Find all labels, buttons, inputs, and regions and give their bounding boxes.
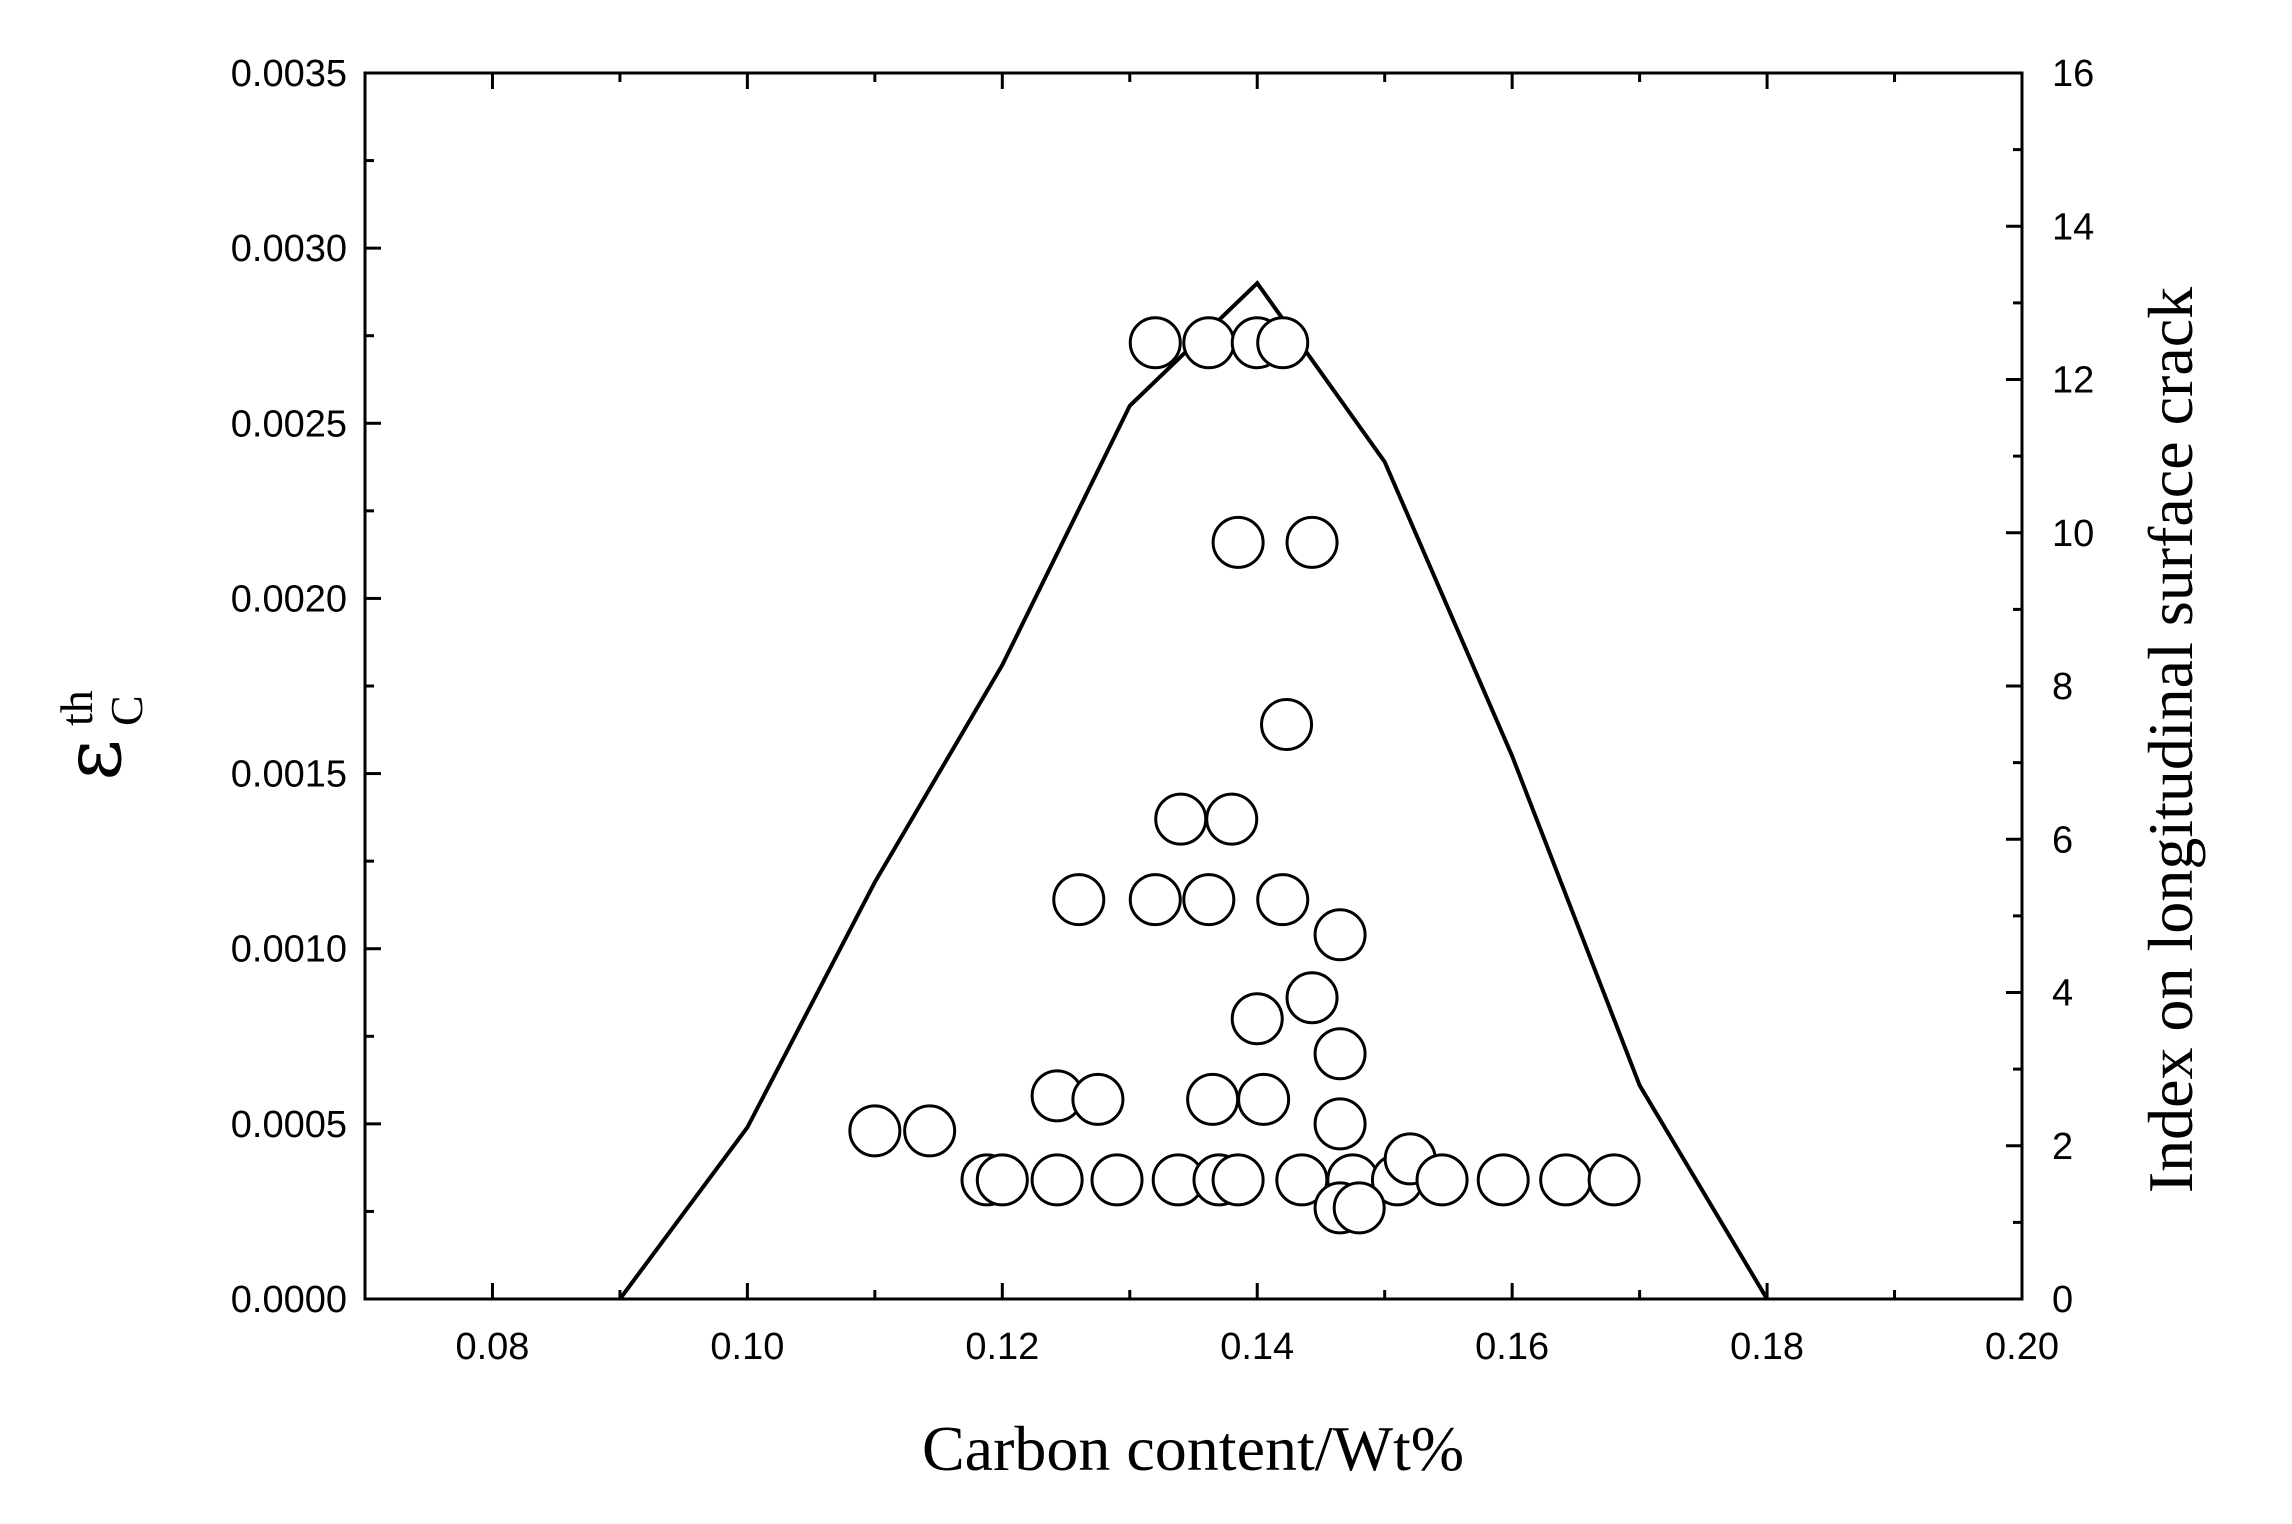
x-tick-label: 0.18 [1730, 1326, 1804, 1368]
x-tick-label: 0.14 [1220, 1326, 1294, 1368]
data-point [1052, 873, 1106, 927]
y-axis-title: ε C th [46, 690, 152, 781]
y-tick-label: 0.0030 [231, 228, 347, 270]
data-point [1476, 1153, 1530, 1207]
data-point [1587, 1153, 1641, 1207]
y-tick-label: 0.0000 [231, 1279, 347, 1321]
data-point [1256, 873, 1310, 927]
y-axis-ticks: 0.0000 0.0005 0.0010 0.0015 0.0020 0.0025 0.00… [231, 53, 381, 1321]
x-tick-label: 0.08 [455, 1326, 529, 1368]
threshold-strain-polyline [618, 280, 1769, 1301]
threshold-strain-line [618, 280, 1769, 1301]
data-point [1128, 873, 1182, 927]
data-point [1211, 515, 1265, 569]
y-tick-label: 0.0020 [231, 578, 347, 620]
y2-tick-label: 0 [2052, 1279, 2073, 1321]
data-point [1090, 1153, 1144, 1207]
data-point [903, 1104, 957, 1158]
y2-axis-ticks: 0 2 4 6 8 10 12 14 16 [2006, 53, 2094, 1321]
x-tick-label: 0.16 [1475, 1326, 1549, 1368]
data-point [975, 1153, 1029, 1207]
y2-tick-label: 16 [2052, 53, 2094, 95]
svg-text:ε: ε [46, 739, 139, 780]
data-point [1237, 1072, 1291, 1126]
data-point [1256, 316, 1310, 370]
data-point [1211, 1153, 1265, 1207]
svg-text:th: th [51, 690, 102, 726]
data-point [1285, 971, 1339, 1025]
data-point [1260, 698, 1314, 752]
x-axis-ticks: 0.08 0.10 0.12 0.14 0.16 0.18 0.20 [455, 73, 2059, 1368]
x-tick-label: 0.12 [965, 1326, 1039, 1368]
y2-tick-label: 8 [2052, 666, 2073, 708]
y-tick-label: 0.0015 [231, 754, 347, 796]
x-axis-title: Carbon content/Wt% [922, 1413, 1464, 1484]
data-point [1539, 1153, 1593, 1207]
y2-tick-label: 14 [2052, 206, 2094, 248]
data-point [1313, 1097, 1367, 1151]
x-tick-label: 0.20 [1985, 1326, 2059, 1368]
y2-tick-label: 10 [2052, 513, 2094, 555]
data-point [1071, 1072, 1125, 1126]
data-point [1313, 1027, 1367, 1081]
data-point [1230, 992, 1284, 1046]
x-tick-label: 0.10 [710, 1326, 784, 1368]
data-point [1030, 1153, 1084, 1207]
data-point [1182, 316, 1236, 370]
y2-axis-title: Index on longitudinal surface crack [2135, 287, 2206, 1193]
svg-text:C: C [101, 695, 152, 726]
data-point [1415, 1153, 1469, 1207]
data-point [848, 1104, 902, 1158]
y-tick-label: 0.0025 [231, 403, 347, 445]
data-point [1182, 873, 1236, 927]
crack-index-points [848, 316, 1641, 1235]
data-point [1154, 792, 1208, 846]
y-tick-label: 0.0005 [231, 1104, 347, 1146]
data-point [1186, 1072, 1240, 1126]
data-point [1205, 792, 1259, 846]
y2-tick-label: 4 [2052, 973, 2073, 1015]
y-tick-label: 0.0035 [231, 53, 347, 95]
data-point [1332, 1181, 1386, 1235]
y2-tick-label: 2 [2052, 1126, 2073, 1168]
y2-tick-label: 12 [2052, 360, 2094, 402]
data-point [1285, 515, 1339, 569]
y-tick-label: 0.0010 [231, 929, 347, 971]
data-point [1313, 908, 1367, 962]
data-point [1128, 316, 1182, 370]
y2-tick-label: 6 [2052, 819, 2073, 861]
